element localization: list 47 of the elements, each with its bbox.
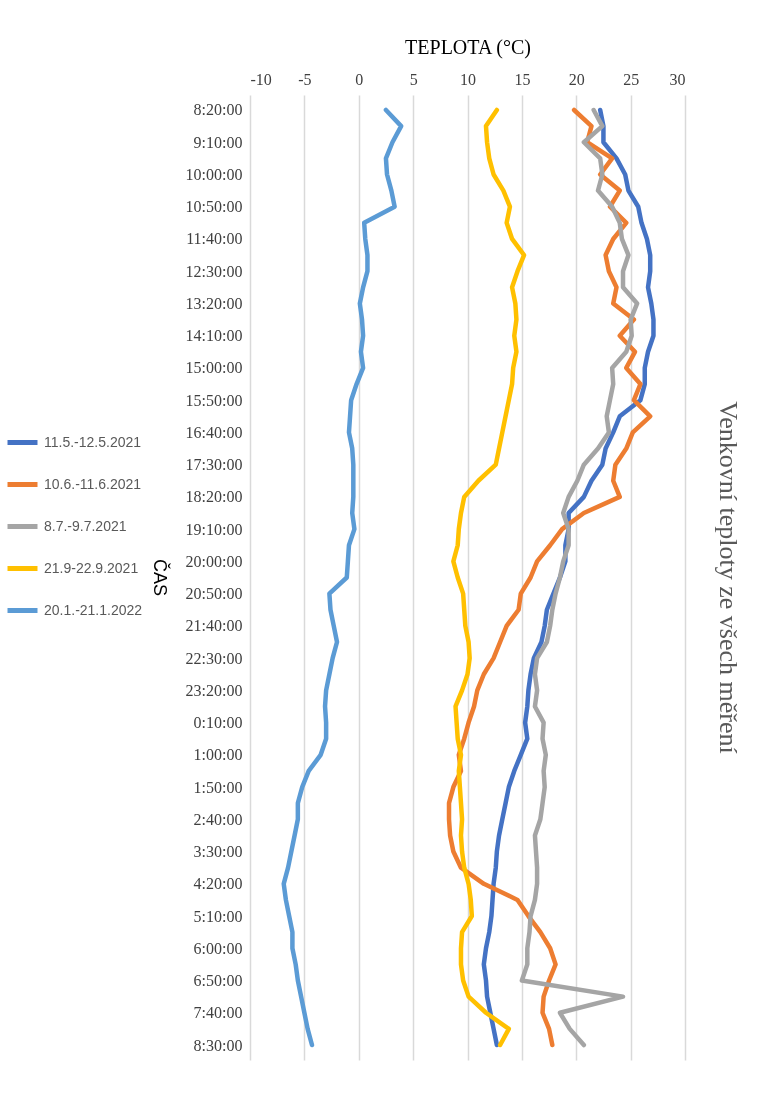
y-tick-label: 4:20:00 [193,875,243,893]
x-tick-label: 5 [409,70,418,88]
x-tick-label: 10 [460,70,476,88]
y-tick-label: 6:00:00 [193,939,243,957]
x-tick-label: 15 [514,70,531,88]
y-tick-label: 3:30:00 [193,843,243,861]
y-tick-label: 21:40:00 [185,617,243,635]
y-tick-label: 10:00:00 [185,165,243,183]
x-tick-label: 20 [568,70,585,88]
y-tick-label: 0:10:00 [193,714,243,732]
y-tick-label: 12:30:00 [185,262,243,280]
y-tick-label: 22:30:00 [185,649,243,667]
x-tick-label: -5 [298,70,312,88]
y-tick-label: 11:40:00 [186,230,243,248]
x-axis-title: TEPLOTA (°C) [405,35,531,59]
text: Venkovní teploty ze všech měření [714,401,743,754]
y-tick-label: 20:50:00 [185,585,243,603]
y-tick-label: 16:40:00 [185,423,243,441]
legend-label: 10.6.-11.6.2021 [44,475,142,492]
x-tick-label: -10 [250,70,272,88]
x-tick-label: 30 [669,70,686,88]
y-tick-label: 2:40:00 [193,810,243,828]
y-tick-label: 1:50:00 [193,778,243,796]
y-tick-label: 20:00:00 [185,552,243,570]
y-tick-label: 1:00:00 [193,746,243,764]
y-tick-label: 18:20:00 [185,488,243,506]
y-tick-label: 7:40:00 [193,1004,243,1022]
y-tick-label: 10:50:00 [185,198,243,216]
y-tick-label: 13:20:00 [185,294,243,312]
y-tick-label: 19:10:00 [185,520,243,538]
x-tick-label: 25 [623,70,640,88]
legend-label: 21.9-22.9.2021 [44,559,139,576]
y-axis-title: ČAS [149,558,171,597]
y-tick-label: 17:30:00 [185,456,243,474]
legend-label: 11.5.-12.5.2021 [44,433,142,450]
y-tick-label: 5:10:00 [193,907,243,925]
legend-label: 20.1.-21.1.2022 [44,601,143,618]
y-tick-label: 8:20:00 [193,101,243,119]
y-tick-label: 15:50:00 [185,391,243,409]
y-tick-label: 23:20:00 [185,681,243,699]
y-tick-label: 15:00:00 [185,359,243,377]
y-tick-label: 8:30:00 [193,1036,243,1054]
x-tick-label: 0 [355,70,364,88]
y-tick-label: 6:50:00 [193,972,243,990]
legend-label: 8.7.-9.7.2021 [44,517,127,534]
y-tick-label: 9:10:00 [193,133,243,151]
y-tick-label: 14:10:00 [185,327,243,345]
